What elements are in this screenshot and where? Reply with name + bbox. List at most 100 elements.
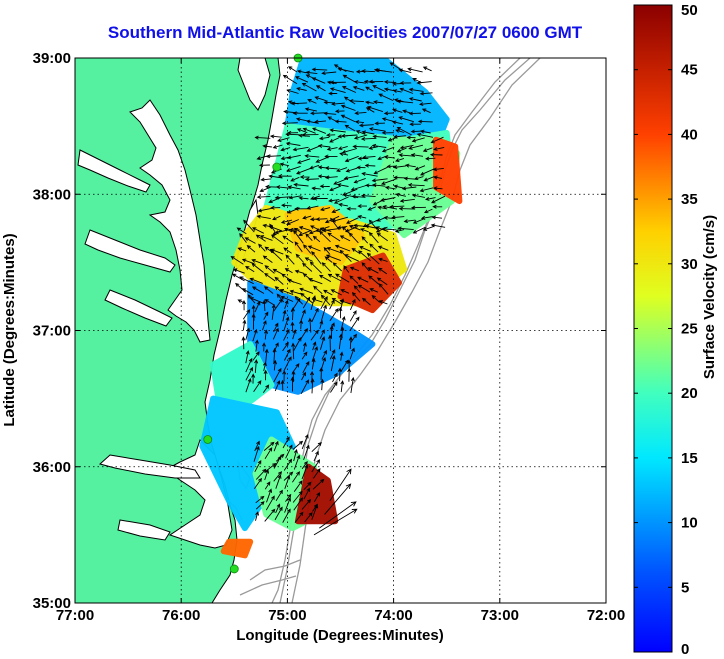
velocity-arrow bbox=[376, 277, 388, 286]
velocity-arrow bbox=[312, 478, 325, 490]
velocity-arrow bbox=[295, 253, 305, 263]
velocity-arrow bbox=[425, 156, 436, 161]
velocity-arrow bbox=[373, 166, 388, 175]
velocity-arrow bbox=[253, 445, 260, 462]
velocity-arrow bbox=[378, 283, 389, 295]
velocity-arrow bbox=[294, 241, 303, 253]
colorbar-tick-label: 30 bbox=[681, 256, 698, 273]
velocity-arrow bbox=[352, 144, 369, 149]
velocity-arrow bbox=[313, 468, 321, 479]
velocity-arrow bbox=[293, 227, 303, 234]
velocity-arrow bbox=[275, 489, 283, 502]
velocity-arrow bbox=[422, 147, 433, 152]
velocity-arrow bbox=[230, 255, 244, 265]
velocity-arrow bbox=[349, 98, 364, 103]
velocity-arrow bbox=[337, 145, 348, 151]
velocity-arrow bbox=[296, 86, 307, 91]
velocity-arrow bbox=[375, 68, 393, 73]
velocity-arrow bbox=[318, 274, 332, 283]
velocity-arrow bbox=[264, 481, 271, 490]
velocity-arrow bbox=[373, 100, 384, 105]
velocity-arrow bbox=[319, 319, 324, 330]
velocity-arrow bbox=[262, 299, 267, 311]
velocity-arrow bbox=[311, 251, 322, 265]
velocity-arrow bbox=[274, 276, 284, 285]
velocity-arrow bbox=[301, 83, 317, 92]
velocity-arrow bbox=[317, 174, 331, 179]
velocity-arrow bbox=[313, 492, 321, 503]
velocity-arrow bbox=[353, 80, 367, 84]
albemarle-sound bbox=[98, 454, 201, 479]
velocity-arrow bbox=[371, 178, 388, 183]
velocity-arrow bbox=[311, 77, 326, 84]
velocity-arrow bbox=[337, 67, 354, 73]
velocity-arrow bbox=[284, 268, 293, 274]
velocity-arrow bbox=[328, 91, 338, 96]
velocity-arrow bbox=[347, 359, 352, 370]
velocity-arrow bbox=[286, 219, 299, 226]
velocity-arrow bbox=[313, 450, 319, 462]
velocity-arrow bbox=[433, 186, 443, 191]
velocity-arrow bbox=[287, 279, 302, 285]
velocity-arrow bbox=[357, 204, 367, 209]
x-tick-label: 75:00 bbox=[268, 607, 306, 624]
velocity-arrow bbox=[253, 380, 262, 393]
velocity-arrow bbox=[342, 74, 356, 83]
velocity-arrow bbox=[242, 319, 247, 331]
velocity-arrow bbox=[364, 163, 376, 168]
velocity-arrow bbox=[256, 195, 271, 200]
velocity-arrow bbox=[381, 146, 395, 153]
velocity-arrow bbox=[392, 108, 403, 113]
velocity-arrow bbox=[270, 205, 281, 210]
velocity-arrow bbox=[358, 250, 371, 262]
velocity-arrow bbox=[368, 275, 380, 285]
velocity-arrow bbox=[429, 152, 443, 157]
velocity-arrow bbox=[245, 357, 253, 373]
velocity-arrow bbox=[252, 328, 258, 342]
velocity-arrow bbox=[341, 148, 358, 154]
velocity-arrow bbox=[276, 293, 285, 303]
bay-tributary bbox=[77, 149, 151, 193]
velocity-arrow bbox=[282, 341, 289, 352]
velocity-arrow bbox=[330, 322, 335, 331]
velocity-arrow bbox=[257, 207, 273, 213]
velocity-arrow bbox=[323, 100, 335, 105]
velocity-arrow bbox=[259, 235, 273, 241]
velocity-arrow bbox=[283, 109, 299, 114]
velocity-arrow bbox=[292, 111, 308, 116]
velocity-arrow bbox=[293, 448, 298, 462]
velocity-arrow bbox=[306, 205, 319, 210]
velocity-arrow bbox=[407, 67, 423, 73]
velocity-arrow bbox=[349, 316, 360, 331]
velocity-arrow bbox=[320, 207, 331, 212]
velocity-arrow bbox=[362, 219, 378, 228]
velocity-arrow bbox=[265, 495, 275, 511]
velocity-arrow bbox=[368, 231, 379, 244]
velocity-arrow bbox=[393, 134, 407, 139]
velocity-arrow bbox=[351, 291, 361, 302]
velocity-arrow bbox=[329, 80, 346, 85]
velocity-arrow bbox=[311, 186, 321, 191]
velocity-arrow bbox=[369, 288, 378, 293]
velocity-arrow bbox=[293, 480, 303, 492]
velocity-arrow bbox=[319, 329, 325, 339]
velocity-arrow bbox=[404, 163, 416, 168]
velocity-arrow bbox=[354, 111, 367, 116]
velocity-arrow bbox=[309, 261, 322, 274]
velocity-arrow bbox=[264, 508, 276, 522]
velocity-arrow bbox=[301, 132, 319, 137]
velocity-arrow bbox=[264, 348, 269, 364]
y-tick-label: 36:00 bbox=[33, 459, 71, 476]
velocity-arrow bbox=[419, 168, 435, 176]
speed-region bbox=[295, 463, 339, 525]
velocity-arrow bbox=[320, 304, 327, 321]
velocity-arrow bbox=[327, 232, 341, 242]
velocity-arrow bbox=[367, 206, 376, 211]
velocity-arrow bbox=[291, 363, 300, 374]
velocity-arrow bbox=[304, 154, 320, 158]
velocity-arrow bbox=[327, 116, 337, 122]
velocity-arrow bbox=[274, 195, 291, 200]
velocity-arrow bbox=[324, 483, 352, 515]
velocity-arrow bbox=[310, 370, 315, 384]
